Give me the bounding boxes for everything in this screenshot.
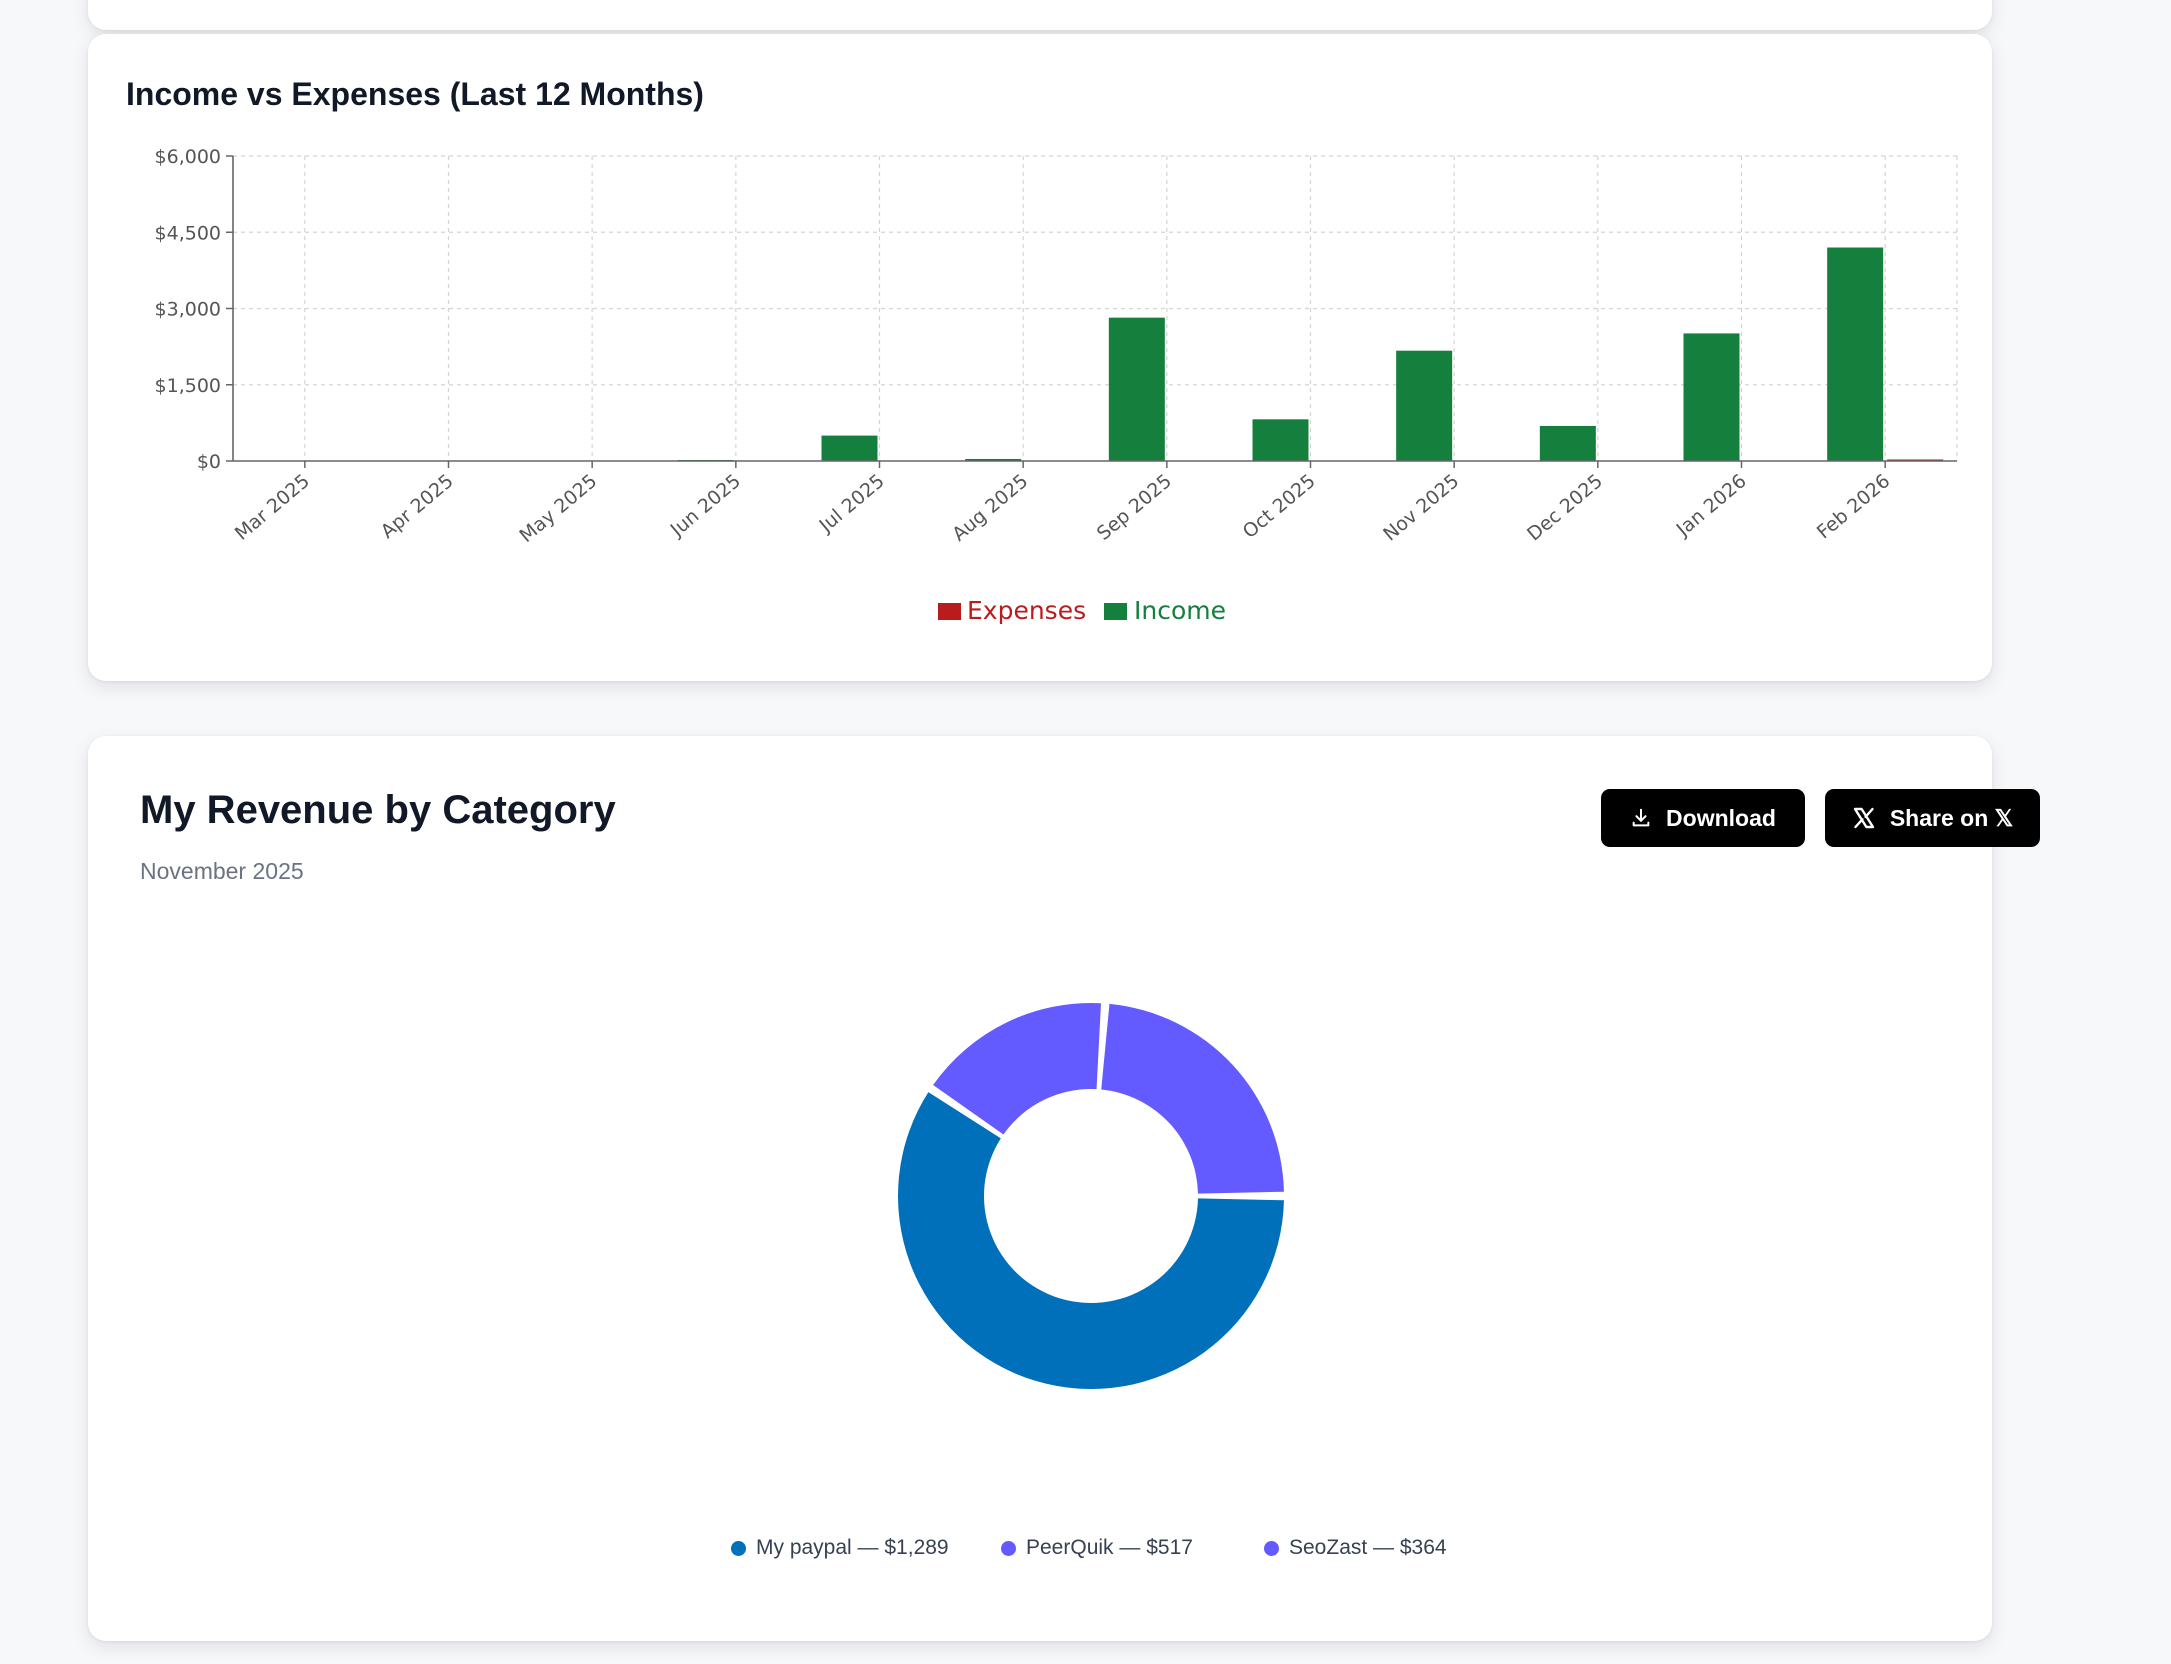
revenue-period: November 2025: [140, 858, 304, 884]
legend-swatch-income: [1104, 603, 1127, 620]
donut-slice-peerquik: [1101, 1003, 1284, 1194]
y-tick-label: $1,500: [155, 375, 221, 397]
legend-dot: [1001, 1540, 1016, 1556]
legend-label-income: Income: [1134, 596, 1226, 625]
x-tick-label: Nov 2025: [1379, 470, 1463, 546]
y-tick-label: $3,000: [155, 299, 221, 321]
income-expenses-chart: $0 $1,500 $3,000 $4,500 $6,000 Mar 2025 Apr 20…: [155, 146, 1958, 625]
legend-item-seozast: SeoZast — $364: [1264, 1536, 1447, 1560]
x-tick-label: Feb 2026: [1813, 470, 1895, 543]
income-expenses-card: Income vs Expenses (Last 12 Months) $0 $1…: [88, 34, 1992, 681]
x-tick-label: Oct 2025: [1239, 470, 1320, 543]
legend-item-my-paypal: My paypal — $1,289: [731, 1536, 949, 1560]
bar-income: [821, 435, 878, 461]
x-tick-label: Dec 2025: [1523, 470, 1607, 545]
legend-dot: [731, 1540, 746, 1556]
donut-slice-seozast: [933, 1003, 1101, 1135]
legend-label: PeerQuik — $517: [1026, 1536, 1193, 1559]
legend-label: SeoZast — $364: [1289, 1536, 1447, 1559]
x-tick-label: Mar 2025: [231, 470, 314, 545]
legend-swatch-expenses: [938, 603, 961, 620]
bar-income: [1108, 317, 1165, 461]
bar-income: [1539, 425, 1596, 461]
x-tick-label: May 2025: [515, 470, 601, 547]
bar-income: [1683, 333, 1740, 461]
revenue-category-card: My Revenue by Category November 2025 Dow…: [88, 736, 2040, 1641]
legend-label: My paypal — $1,289: [756, 1536, 949, 1559]
bar-income: [1396, 350, 1453, 461]
x-tick-label: Jun 2025: [666, 470, 745, 542]
download-icon: [1630, 807, 1652, 829]
x-tick-label: Jan 2026: [1672, 470, 1751, 541]
x-logo-icon: [1852, 806, 1876, 830]
x-tick-label: Aug 2025: [948, 470, 1032, 546]
x-tick-label: Apr 2025: [377, 470, 458, 543]
y-tick-label: $4,500: [155, 222, 221, 244]
legend-label-expenses: Expenses: [967, 596, 1086, 625]
download-label: Download: [1666, 804, 1776, 831]
x-tick-label: Jul 2025: [815, 470, 889, 537]
y-tick-label: $0: [197, 451, 221, 473]
x-tick-label: Sep 2025: [1093, 470, 1176, 545]
revenue-legend: My paypal — $1,289 PeerQuik — $517 SeoZa…: [88, 1536, 1992, 1566]
share-label: Share on 𝕏: [1889, 804, 2014, 831]
download-button[interactable]: Download: [1601, 789, 1805, 847]
legend-item-peerquik: PeerQuik — $517: [1001, 1536, 1193, 1560]
y-tick-label: $6,000: [155, 146, 221, 168]
bar-income: [1252, 419, 1309, 461]
donut-slice-my-paypal: [897, 1092, 1284, 1390]
bar-income: [1827, 247, 1884, 461]
legend-dot: [1264, 1540, 1279, 1556]
chart-title: Income vs Expenses (Last 12 Months): [126, 76, 704, 112]
bar-income: [965, 458, 1022, 461]
revenue-donut-chart: [897, 1003, 1284, 1390]
revenue-title: My Revenue by Category: [140, 788, 616, 832]
share-on-x-button[interactable]: Share on 𝕏: [1825, 789, 2040, 847]
previous-card: [88, 0, 1992, 30]
